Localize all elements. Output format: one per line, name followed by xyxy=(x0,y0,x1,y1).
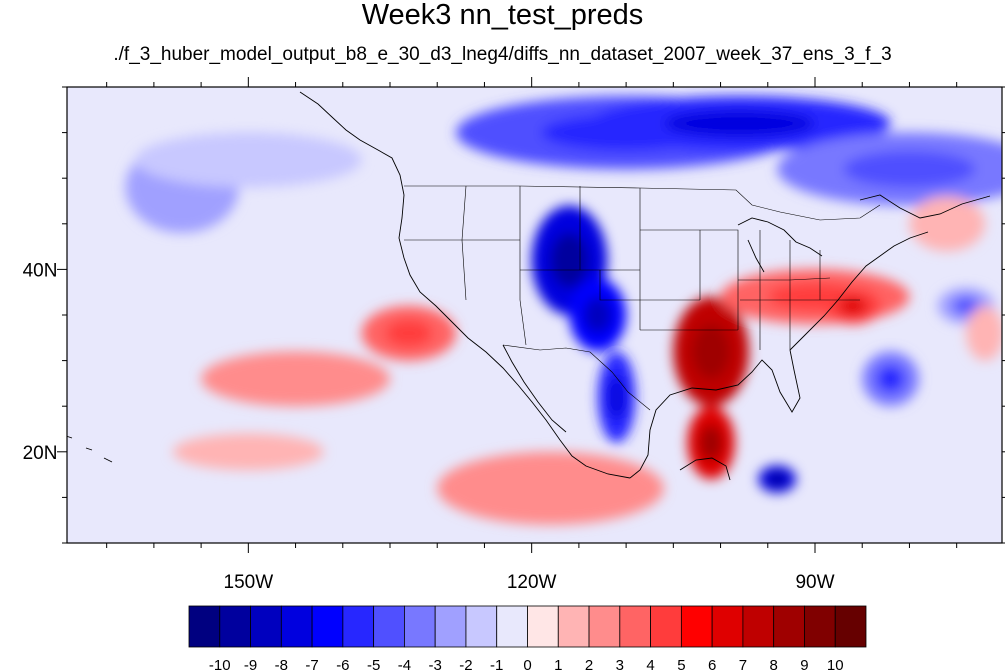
colorbar-swatch xyxy=(465,605,498,648)
anomaly-core-8 xyxy=(692,324,730,379)
anomaly-feature-20 xyxy=(966,305,1002,361)
colorbar-swatch xyxy=(680,605,713,648)
state-lines-east xyxy=(738,230,860,350)
anomaly-fields xyxy=(125,96,1002,525)
colorbar-swatch xyxy=(527,605,559,648)
colorbar-swatch xyxy=(434,605,467,648)
lat-tick-label: 20N xyxy=(23,443,58,464)
page-subtitle: ./f_3_huber_model_output_b8_e_30_d3_lneg… xyxy=(113,44,892,65)
colorbar-level-label: -8 xyxy=(275,657,288,672)
coastline-gulf xyxy=(629,349,801,479)
colorbar-swatch xyxy=(496,605,528,648)
colorbar-swatch xyxy=(188,605,221,648)
lon-tick-label: 90W xyxy=(795,572,834,593)
colorbar-level-label: 9 xyxy=(800,657,808,672)
colorbar-level-label: 7 xyxy=(739,657,747,672)
colorbar-level-label: 4 xyxy=(646,657,654,672)
colorbar-level-label: -1 xyxy=(490,657,503,672)
border-us-canada xyxy=(404,185,881,221)
colorbar-level-label: 0 xyxy=(523,657,531,672)
anomaly-core-13 xyxy=(951,296,981,315)
colorbar-level-label: -9 xyxy=(244,657,257,672)
colorbar-level-label: -10 xyxy=(209,657,231,672)
colorbar-swatch xyxy=(742,605,775,648)
colorbar-swatch xyxy=(404,605,436,648)
colorbar-swatch xyxy=(650,605,682,648)
colorbar-swatch xyxy=(834,605,867,648)
anomaly-core-3 xyxy=(663,109,815,138)
lon-tick-label: 120W xyxy=(507,572,557,593)
colorbar-level-label: 5 xyxy=(677,657,685,672)
coastline-atlantic xyxy=(789,231,929,351)
anomaly-feature-17 xyxy=(437,451,664,525)
anomaly-feature-15 xyxy=(201,351,390,407)
anomaly-feature-18 xyxy=(172,433,324,471)
colorbar-swatch xyxy=(219,605,251,648)
anomaly-core-12 xyxy=(876,365,905,393)
hawaii-islands xyxy=(67,435,113,463)
anomaly-core-9 xyxy=(699,424,723,461)
colorbar-level-label: -2 xyxy=(459,657,472,672)
coastline-baja xyxy=(502,344,567,433)
state-lines-central xyxy=(599,188,739,331)
state-lines-west xyxy=(404,185,640,346)
anomaly-core-7 xyxy=(607,374,627,420)
anomaly-core-14 xyxy=(767,472,787,486)
lon-tick-label: 150W xyxy=(224,572,274,593)
colorbar-swatch xyxy=(773,605,805,648)
colorbar-level-label: -5 xyxy=(367,657,380,672)
anomaly-core-16 xyxy=(385,319,433,347)
colorbar-level-label: 3 xyxy=(616,657,624,672)
colorbar-swatch xyxy=(619,605,651,648)
coastline-canada-east xyxy=(859,194,991,219)
colorbar-swatch xyxy=(804,605,836,648)
anomaly-core-4 xyxy=(843,150,976,188)
page-title: Week3 nn_test_preds xyxy=(361,0,644,31)
colorbar-swatch xyxy=(250,605,282,648)
colorbar-level-label: 1 xyxy=(554,657,562,672)
colorbar-level-label: -6 xyxy=(336,657,349,672)
colorbar-level-label: 2 xyxy=(585,657,593,672)
colorbar-level-label: 8 xyxy=(770,657,778,672)
coastline-west-us xyxy=(398,194,631,479)
colorbar-swatch xyxy=(311,605,344,648)
colorbar: -10 -9 -8 -7 -6 -5 -4 -3 -2 -1 0 1 2 3 4 5 6 7 8 9 10 xyxy=(188,605,867,672)
coastline-yucatan xyxy=(679,457,731,481)
coastline-pacific-north xyxy=(299,91,405,196)
anomaly-feature-1 xyxy=(135,132,362,188)
colorbar-swatch xyxy=(280,605,313,648)
coastlines xyxy=(67,91,991,481)
border-us-mexico xyxy=(502,344,651,411)
colorbar-swatch xyxy=(342,605,375,648)
axis-tick-labels: 150W 120W 90W 40N 20N xyxy=(23,260,835,593)
colorbar-swatch xyxy=(557,605,590,648)
colorbar-level-label: -3 xyxy=(429,657,442,672)
colorbar-level-label: 10 xyxy=(827,657,844,672)
anomaly-core-6 xyxy=(583,296,612,334)
anomaly-core-11 xyxy=(838,296,867,315)
state-borders xyxy=(404,185,881,411)
colorbar-swatch xyxy=(373,605,405,648)
colorbar-swatch xyxy=(711,605,744,648)
colorbar-level-label: -7 xyxy=(305,657,318,672)
great-lakes xyxy=(737,217,823,273)
colorbar-swatch xyxy=(588,605,621,648)
axis-ticks xyxy=(57,77,1005,553)
colorbar-level-label: -4 xyxy=(398,657,411,672)
anomaly-feature-19 xyxy=(909,196,985,252)
anomaly-core-5 xyxy=(550,232,589,288)
lat-tick-label: 40N xyxy=(23,260,58,281)
colorbar-level-label: 6 xyxy=(708,657,716,672)
